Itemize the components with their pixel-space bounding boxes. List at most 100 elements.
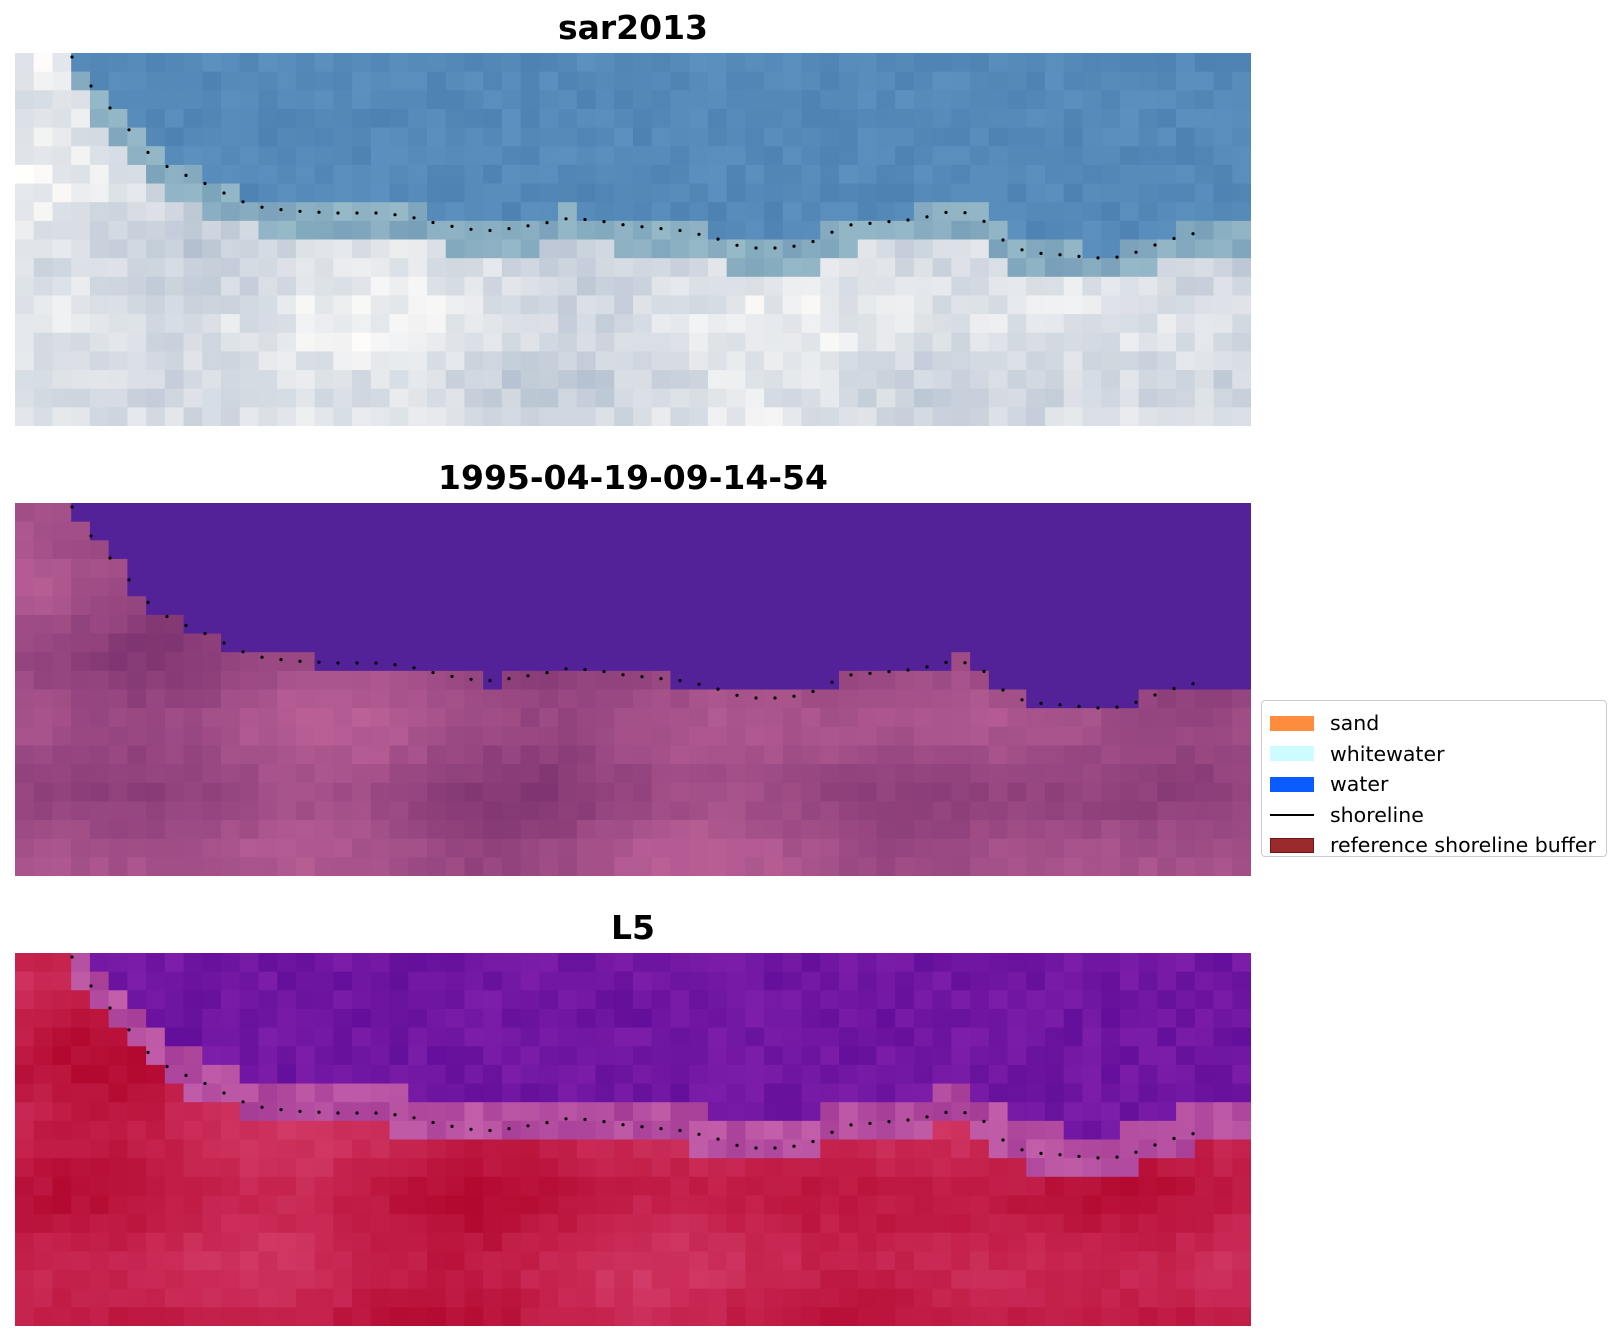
pixel-cell <box>1232 689 1251 709</box>
pixel-cell <box>108 577 128 597</box>
pixel-cell <box>15 295 35 315</box>
shoreline-point <box>944 210 948 214</box>
pixel-cell <box>1176 1027 1196 1047</box>
pixel-cell <box>932 1102 952 1122</box>
pixel-cell <box>839 596 859 616</box>
pixel-cell <box>970 295 990 315</box>
pixel-cell <box>33 652 54 672</box>
pixel-cell <box>1063 708 1084 728</box>
pixel-cell <box>857 1195 878 1215</box>
pixel-cell <box>1045 1102 1065 1122</box>
pixel-cell <box>857 53 878 73</box>
pixel-cell <box>951 220 971 241</box>
pixel-cell <box>951 164 971 185</box>
pixel-cell <box>595 1120 615 1141</box>
pixel-cell <box>932 332 952 352</box>
pixel-cell <box>389 146 409 166</box>
pixel-cell <box>295 90 316 110</box>
pixel-cell <box>932 820 952 840</box>
pixel-cell <box>707 1064 728 1085</box>
pixel-cell <box>876 1232 896 1252</box>
pixel-cell <box>1232 295 1251 315</box>
pixel-cell <box>876 351 896 371</box>
pixel-cell <box>782 503 803 523</box>
pixel-cell <box>539 801 559 821</box>
pixel-cell <box>1176 953 1196 973</box>
pixel-cell <box>71 1270 91 1290</box>
pixel-cell <box>352 183 372 203</box>
pixel-cell <box>127 276 147 297</box>
pixel-cell <box>614 71 634 91</box>
pixel-cell <box>1157 540 1177 560</box>
pixel-cell <box>427 857 447 876</box>
pixel-cell <box>764 220 784 241</box>
pixel-cell <box>89 1270 110 1290</box>
pixel-cell <box>52 596 72 616</box>
pixel-cell <box>820 146 840 166</box>
pixel-cell <box>1026 388 1046 408</box>
legend-label: water <box>1330 772 1389 797</box>
pixel-cell <box>726 258 746 278</box>
pixel-cell <box>352 1139 372 1159</box>
pixel-cell <box>1063 370 1084 390</box>
pixel-cell <box>670 1139 690 1159</box>
pixel-cell <box>1176 370 1196 390</box>
pixel-cell <box>221 1027 241 1047</box>
pixel-cell <box>258 108 278 129</box>
pixel-cell <box>370 577 391 597</box>
pixel-cell <box>501 1176 522 1197</box>
pixel-cell <box>782 1158 803 1178</box>
pixel-cell <box>277 220 297 241</box>
pixel-cell <box>1082 540 1102 560</box>
pixel-cell <box>445 1139 466 1159</box>
pixel-cell <box>670 689 690 709</box>
pixel-cell <box>277 202 297 222</box>
pixel-cell <box>164 1307 185 1326</box>
pixel-cell <box>820 782 840 802</box>
pixel-cell <box>857 726 878 747</box>
pixel-cell <box>52 521 72 541</box>
pixel-cell <box>89 689 110 709</box>
pixel-cell <box>651 838 672 858</box>
pixel-cell <box>558 596 578 616</box>
pixel-cell <box>839 857 859 876</box>
pixel-cell <box>913 633 934 653</box>
pixel-cell <box>258 314 278 334</box>
pixel-cell <box>970 670 990 691</box>
pixel-cell <box>595 953 615 973</box>
pixel-cell <box>408 708 428 728</box>
pixel-cell <box>483 71 503 91</box>
pixel-cell <box>520 1176 540 1197</box>
pixel-cell <box>1007 838 1027 858</box>
pixel-cell <box>1045 971 1065 991</box>
pixel-cell <box>595 1232 615 1252</box>
pixel-cell <box>895 1158 915 1178</box>
pixel-cell <box>595 220 615 241</box>
pixel-cell <box>970 596 990 616</box>
pixel-cell <box>295 820 316 840</box>
pixel-cell <box>951 71 971 91</box>
pixel-cell <box>764 1139 784 1159</box>
pixel-cell <box>1157 1046 1177 1066</box>
pixel-cell <box>221 503 241 523</box>
pixel-cell <box>876 764 896 784</box>
pixel-cell <box>1157 801 1177 821</box>
pixel-cell <box>670 1270 690 1290</box>
pixel-cell <box>895 596 915 616</box>
pixel-cell <box>1082 596 1102 616</box>
shoreline-point <box>925 1115 929 1119</box>
pixel-cell <box>15 1139 35 1159</box>
pixel-cell <box>782 1064 803 1085</box>
pixel-cell <box>221 1046 241 1066</box>
pixel-cell <box>1232 276 1251 297</box>
pixel-cell <box>501 801 522 821</box>
pixel-cell <box>1213 1120 1233 1141</box>
pixel-cell <box>127 1158 147 1178</box>
pixel-cell <box>801 801 821 821</box>
pixel-cell <box>1082 577 1102 597</box>
pixel-cell <box>389 295 409 315</box>
pixel-cell <box>1119 53 1140 73</box>
pixel-cell <box>764 838 784 858</box>
pixel-cell <box>820 990 840 1010</box>
pixel-cell <box>1232 596 1251 616</box>
